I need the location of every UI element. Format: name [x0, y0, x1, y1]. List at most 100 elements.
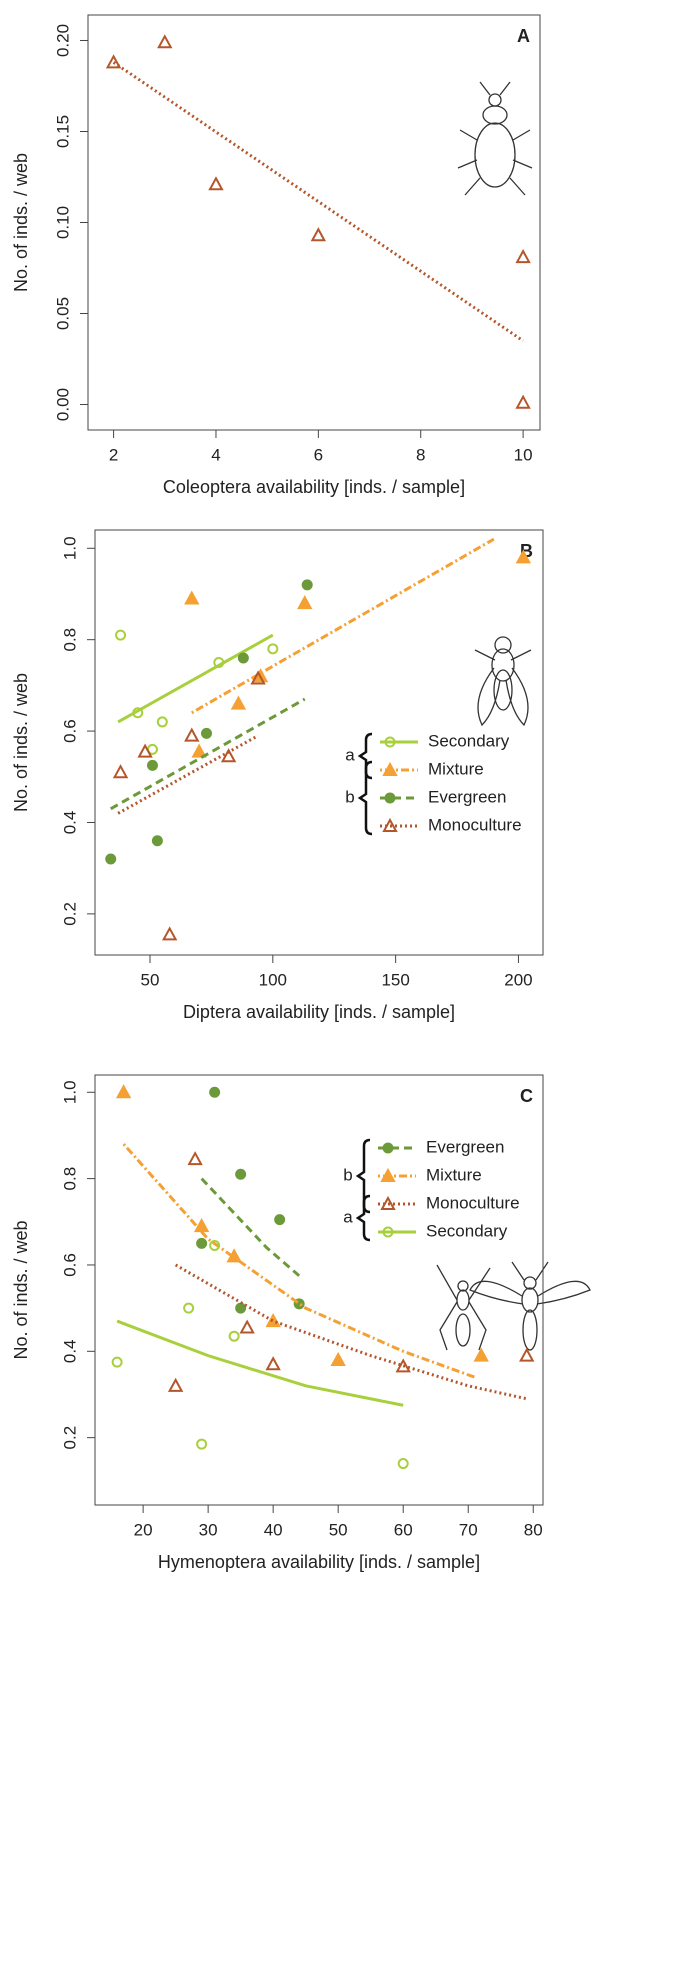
legend-label: Secondary [426, 1221, 508, 1240]
x-tick-label: 50 [141, 970, 160, 989]
fit-line [112, 61, 524, 343]
point [220, 748, 237, 763]
x-tick-label: 80 [524, 1520, 543, 1539]
point [310, 227, 327, 242]
point [161, 926, 178, 941]
point [184, 727, 200, 742]
point [184, 590, 200, 605]
point [191, 743, 207, 758]
point [515, 248, 531, 264]
y-tick-label: 1.0 [60, 536, 79, 560]
x-tick-label: 20 [134, 1520, 153, 1539]
point [112, 764, 129, 779]
plot-frame [94, 529, 544, 956]
y-tick-label: 0.2 [60, 902, 79, 926]
y-tick-label: 0.8 [60, 628, 79, 652]
fit-line [191, 537, 495, 715]
y-tick-label: 0.00 [53, 388, 72, 421]
y-tick-label: 0.4 [60, 811, 79, 835]
series [105, 34, 531, 409]
y-axis-label: No. of inds. / web [11, 153, 31, 292]
fit-line [116, 1319, 404, 1407]
point [137, 743, 153, 758]
point [209, 1086, 221, 1098]
y-tick-label: 0.8 [60, 1167, 79, 1191]
wasp-icons [436, 1261, 591, 1351]
point [235, 1302, 247, 1314]
legend-label: Evergreen [428, 787, 506, 806]
y-tick-label: 0.15 [53, 115, 72, 148]
point [301, 579, 313, 591]
point [156, 716, 168, 728]
y-tick-label: 0.2 [60, 1426, 79, 1450]
series [111, 1240, 409, 1470]
point [382, 1142, 394, 1154]
point [146, 759, 158, 771]
point [397, 1458, 409, 1470]
x-tick-label: 6 [314, 445, 323, 464]
point [382, 817, 398, 832]
x-tick-label: 40 [264, 1520, 283, 1539]
legend-bracket [357, 760, 373, 836]
point [237, 652, 249, 664]
fit-line [200, 1177, 301, 1277]
x-tick-label: 8 [416, 445, 425, 464]
point [111, 1356, 123, 1368]
point [384, 792, 396, 804]
point [167, 1377, 184, 1392]
point [380, 1167, 396, 1182]
point [115, 1084, 132, 1099]
panel-label: A [517, 26, 530, 46]
legend-label: Mixture [428, 759, 484, 778]
point [213, 657, 225, 669]
point [297, 595, 313, 610]
point [265, 1312, 281, 1328]
point [228, 1330, 240, 1342]
legend-label: Secondary [428, 731, 510, 750]
point [274, 1214, 286, 1226]
point [384, 736, 396, 748]
point [196, 1438, 208, 1450]
series [115, 1084, 489, 1379]
point [239, 1319, 255, 1334]
y-tick-label: 0.05 [53, 297, 72, 330]
x-axis-label: Hymenoptera availability [inds. / sample… [158, 1552, 480, 1572]
y-axis-label: No. of inds. / web [11, 1220, 31, 1359]
point [151, 835, 163, 847]
point [208, 176, 224, 191]
point [395, 1358, 411, 1373]
point [382, 761, 398, 776]
fit-line [117, 633, 274, 724]
x-axis-label: Diptera availability [inds. / sample] [183, 1002, 455, 1022]
point [105, 54, 122, 69]
y-tick-label: 0.10 [53, 206, 72, 239]
y-tick-label: 0.4 [60, 1339, 79, 1363]
x-tick-label: 100 [259, 970, 287, 989]
y-tick-label: 0.20 [53, 24, 72, 57]
y-tick-label: 1.0 [60, 1080, 79, 1104]
legend-group-label: a [345, 745, 355, 764]
series [105, 579, 313, 865]
fit-line [117, 734, 259, 815]
point [235, 1168, 247, 1180]
series [184, 537, 532, 758]
point [157, 34, 173, 49]
legend-bracket [357, 732, 373, 780]
legend-label: Mixture [426, 1165, 482, 1184]
point [382, 1226, 394, 1238]
x-tick-label: 50 [329, 1520, 348, 1539]
fit-line [122, 1143, 476, 1379]
legend-bracket [355, 1138, 371, 1214]
y-axis-label: No. of inds. / web [11, 673, 31, 812]
fit-line [109, 697, 306, 811]
point [515, 549, 532, 564]
fly-icon [474, 636, 532, 727]
x-tick-label: 60 [394, 1520, 413, 1539]
series [167, 1151, 535, 1401]
point [132, 707, 144, 719]
x-tick-label: 200 [504, 970, 532, 989]
series [115, 629, 279, 755]
point [187, 1151, 203, 1166]
point [515, 394, 531, 409]
